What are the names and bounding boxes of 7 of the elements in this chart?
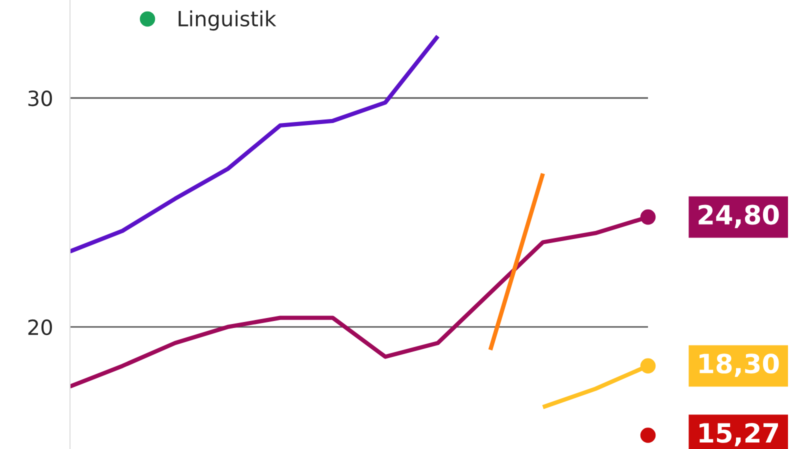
y-tick-label: 30 <box>28 90 52 106</box>
y-tick-label: 20 <box>28 319 52 336</box>
data-label: 15,27 <box>700 422 778 446</box>
line-series <box>70 34 440 254</box>
data-label: 24,80 <box>698 204 779 228</box>
data-label: 18,30 <box>700 354 779 377</box>
legend-label: Linguistik <box>178 10 276 31</box>
